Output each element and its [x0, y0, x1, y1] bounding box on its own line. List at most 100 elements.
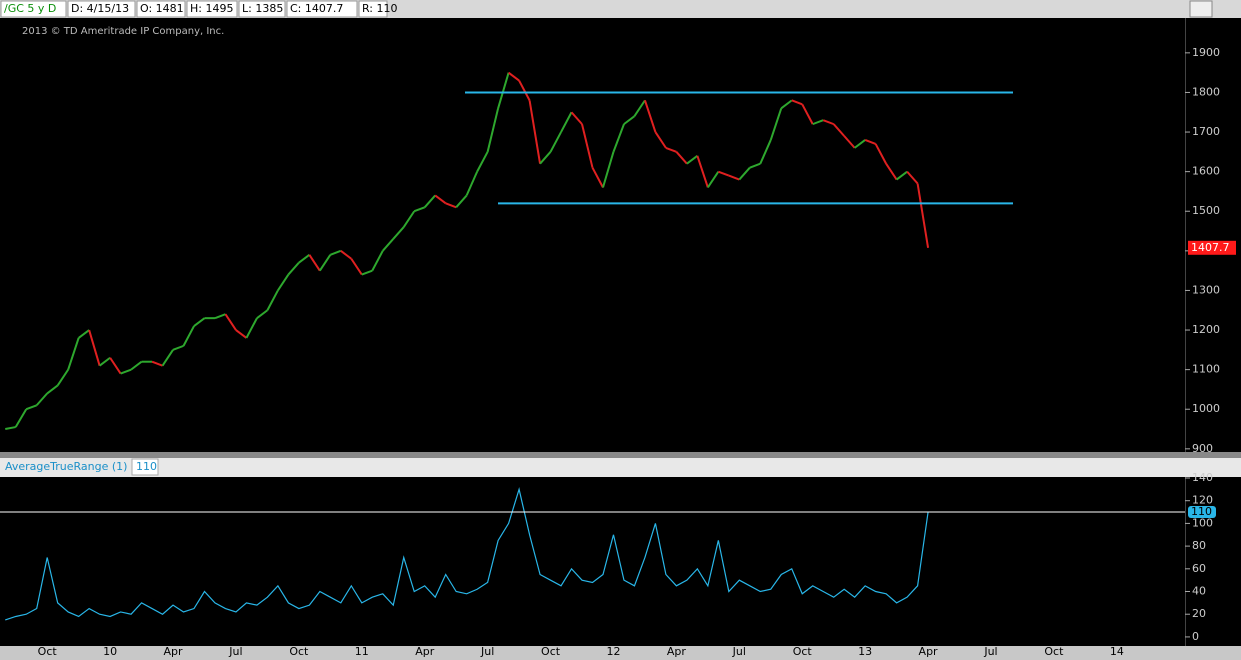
price-segment — [643, 100, 657, 133]
price-segment — [822, 119, 835, 126]
y-tick-label: 1300 — [1192, 283, 1220, 296]
price-segment — [560, 111, 573, 133]
price-segment — [602, 151, 615, 188]
box — [238, 0, 286, 18]
atr-tag-label: 110 — [1191, 505, 1212, 518]
price-segment — [340, 250, 352, 260]
x-tick-label: Jul — [983, 645, 997, 658]
price-segment — [14, 408, 28, 428]
price-segment — [382, 238, 395, 252]
price-segment — [623, 115, 636, 125]
axis-separator — [1185, 18, 1186, 646]
x-tick-label: Apr — [919, 645, 939, 658]
y-tick-label: 1200 — [1192, 323, 1220, 336]
y-tick-label: 1500 — [1192, 204, 1220, 217]
price-segment — [780, 99, 793, 110]
x-tick-label: 12 — [606, 645, 620, 658]
box — [131, 458, 159, 476]
atr-line — [5, 487, 929, 621]
price-segment — [518, 80, 531, 101]
price-segment — [25, 404, 38, 411]
x-tick-label: Jul — [480, 645, 494, 658]
price-segment — [885, 163, 898, 181]
price-segment — [5, 426, 16, 431]
x-tick-label: 10 — [103, 645, 117, 658]
price-segment — [235, 329, 248, 339]
price-segment — [570, 111, 583, 125]
price-segment — [896, 170, 908, 181]
atr-title: AverageTrueRange (1) — [5, 460, 127, 473]
price-segment — [508, 71, 520, 82]
price-segment — [78, 329, 90, 339]
x-tick-label: Oct — [793, 645, 813, 658]
date: D: 4/15/13 — [71, 2, 129, 15]
high: H: 1495 — [190, 2, 233, 15]
y-tick-label: 120 — [1192, 494, 1213, 507]
price-segment — [707, 171, 720, 189]
x-tick-label: Oct — [1044, 645, 1064, 658]
y-tick-label: 60 — [1192, 562, 1206, 575]
y-tick-label: 1600 — [1192, 165, 1220, 178]
low: L: 1385 — [242, 2, 283, 15]
price-segment — [67, 337, 80, 370]
price-segment — [172, 344, 184, 351]
box — [136, 0, 186, 18]
price-segment — [591, 167, 604, 188]
price-segment — [277, 274, 290, 291]
y-tick-label: 0 — [1192, 630, 1199, 643]
price-segment — [361, 269, 373, 276]
price-segment — [445, 202, 457, 209]
price-segment — [350, 258, 363, 276]
price-segment — [99, 356, 111, 367]
price-segment — [266, 289, 279, 311]
price-segment — [329, 249, 342, 256]
price-segment — [287, 262, 300, 276]
x-tick-label: Oct — [38, 645, 58, 658]
x-tick-label: Apr — [667, 645, 687, 658]
price-segment — [549, 131, 562, 153]
x-tick-label: 11 — [355, 645, 369, 658]
x-axis-bar — [0, 646, 1241, 660]
price-segment — [916, 183, 930, 248]
price-segment — [56, 369, 69, 387]
price-segment — [193, 317, 206, 327]
price-segment — [497, 72, 510, 109]
price-segment — [392, 226, 405, 240]
atr-current: 110 — [136, 460, 157, 473]
y-tick-label: 1900 — [1192, 46, 1220, 59]
x-tick-label: Oct — [541, 645, 561, 658]
y-tick-label: 1000 — [1192, 402, 1220, 415]
y-tick-label: 900 — [1192, 442, 1213, 455]
price-segment — [654, 131, 667, 149]
x-tick-label: Oct — [289, 645, 309, 658]
price-segment — [109, 357, 122, 375]
price-segment — [476, 151, 489, 173]
price-segment — [371, 250, 384, 272]
price-segment — [696, 155, 709, 188]
price-segment — [769, 107, 783, 141]
price-segment — [843, 135, 856, 149]
x-tick-label: 14 — [1110, 645, 1124, 658]
x-tick-label: Apr — [415, 645, 435, 658]
last-price-label: 1407.7 — [1191, 241, 1230, 254]
price-segment — [633, 99, 646, 117]
y-tick-label: 1800 — [1192, 85, 1220, 98]
last-price-tag — [1188, 240, 1236, 255]
box — [358, 0, 388, 18]
box — [286, 0, 358, 18]
y-tick-label: 100 — [1192, 516, 1213, 529]
price-segment — [455, 194, 468, 208]
x-tick-label: 13 — [858, 645, 872, 658]
price-segment — [308, 254, 321, 272]
panel-divider — [0, 452, 1241, 458]
settings-button[interactable] — [1189, 0, 1213, 18]
x-tick-label: Apr — [164, 645, 184, 658]
price-segment — [675, 151, 688, 165]
price-segment — [256, 309, 269, 319]
price-segment — [812, 119, 824, 126]
price-segment — [465, 171, 479, 196]
price-segment — [423, 194, 436, 208]
price-segment — [402, 210, 416, 228]
price-segment — [581, 123, 594, 168]
